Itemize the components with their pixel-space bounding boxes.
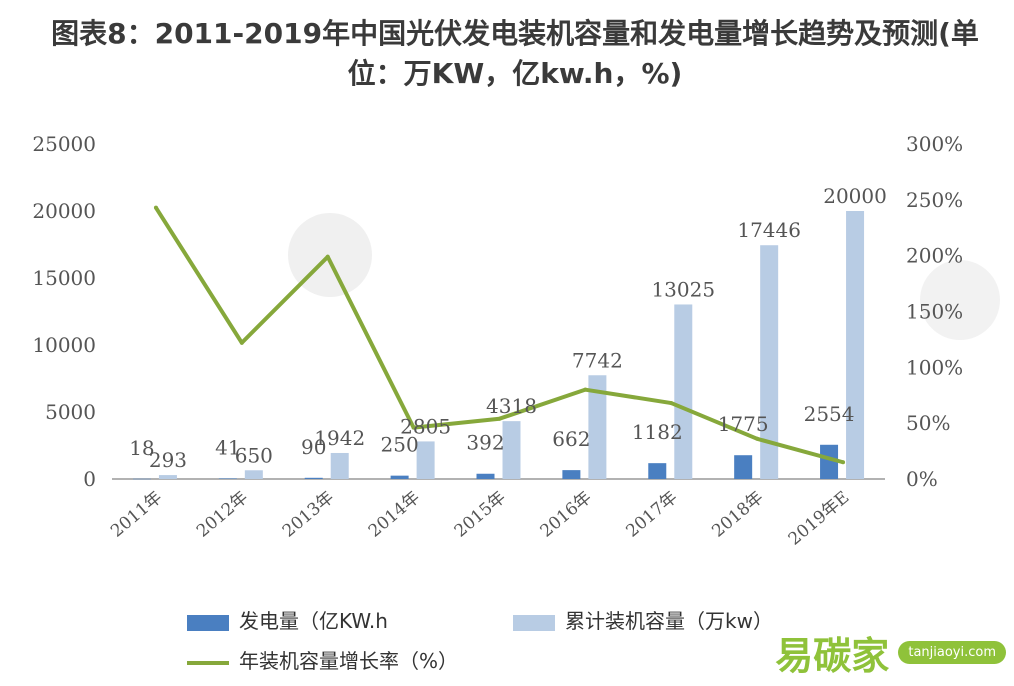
data-label-generation: 662 <box>552 427 590 451</box>
data-label-capacity: 4318 <box>486 394 537 418</box>
y-right-tick-label: 200% <box>906 244 963 268</box>
growth-point <box>841 460 846 465</box>
growth-point <box>411 425 416 430</box>
x-tick-label: 2014年 <box>365 488 424 542</box>
data-labels: 18 41 90 250 392 662 1182 1775 2554 293 650 1942 280… <box>129 184 887 472</box>
x-tick-label: 2013年 <box>279 488 338 542</box>
data-label-generation: 41 <box>215 435 240 459</box>
data-label-capacity: 650 <box>235 443 273 467</box>
legend-label-growth: 年装机容量增长率（%） <box>239 649 459 673</box>
y-right-tick-label: 100% <box>906 355 963 379</box>
growth-line <box>153 205 846 465</box>
bar-generation <box>734 455 753 479</box>
watermark-logo-mark <box>920 260 1000 340</box>
data-label-generation: 90 <box>301 435 326 459</box>
bar-generation <box>648 463 667 479</box>
data-label-generation: 2554 <box>804 402 855 426</box>
y-left-tick-label: 25000 <box>32 132 96 156</box>
growth-point <box>239 340 244 345</box>
x-tick-label: 2012年 <box>193 488 252 542</box>
data-label-capacity: 7742 <box>572 348 623 372</box>
bar-capacity <box>760 245 779 479</box>
growth-point <box>497 416 502 421</box>
y-right-tick-label: 300% <box>906 132 963 156</box>
x-tick-label: 2019年E <box>785 488 854 550</box>
data-label-generation: 1775 <box>718 412 769 436</box>
y-right-tick-label: 0% <box>906 467 938 491</box>
legend-item-generation: 发电量（亿KW.h <box>187 605 388 634</box>
legend-swatch-growth <box>187 660 229 665</box>
legend-item-capacity: 累计装机容量（万kw） <box>513 605 773 634</box>
bars <box>132 211 865 480</box>
bar-capacity <box>674 304 693 479</box>
bar-generation <box>132 478 151 480</box>
x-tick-label: 2016年 <box>537 488 596 542</box>
data-label-capacity: 20000 <box>823 184 887 208</box>
watermark-url: tanjiaoyi.com <box>898 641 1006 664</box>
growth-point <box>153 205 158 210</box>
watermark-logo <box>288 213 1000 340</box>
bar-generation <box>390 475 409 479</box>
data-label-generation: 392 <box>466 431 504 455</box>
data-label-capacity: 1942 <box>314 426 365 450</box>
x-tick-label: 2018年 <box>708 488 767 542</box>
data-label-generation: 250 <box>381 433 419 457</box>
y-left-tick-label: 5000 <box>45 400 96 424</box>
bar-generation <box>304 477 323 479</box>
bar-capacity <box>846 211 865 479</box>
y-left-tick-label: 20000 <box>32 199 96 223</box>
bar-capacity <box>330 452 349 479</box>
x-tick-label: 2015年 <box>451 488 510 542</box>
bar-capacity <box>244 470 263 479</box>
x-tick-label: 2017年 <box>622 488 681 542</box>
data-label-capacity: 17446 <box>737 218 801 242</box>
data-label-capacity: 13025 <box>651 277 715 301</box>
watermark-text: 易碳家 <box>775 634 890 678</box>
y-left-tick-label: 0 <box>83 467 96 491</box>
data-label-capacity: 2805 <box>400 414 451 438</box>
legend-item-growth: 年装机容量增长率（%） <box>187 645 458 674</box>
y-right-tick-label: 50% <box>906 411 950 435</box>
bar-generation <box>820 444 839 479</box>
y-right-tick-label: 250% <box>906 188 963 212</box>
x-tick-label: 2011年 <box>107 488 166 542</box>
chart-title: 图表8：2011-2019年中国光伏发电装机容量和发电量增长趋势及预测(单位：万… <box>51 17 979 90</box>
watermark: 易碳家 tanjiaoyi.com <box>775 625 1006 680</box>
data-label-generation: 18 <box>129 436 154 460</box>
y-left-tick-label: 15000 <box>32 266 96 290</box>
bar-generation <box>562 470 581 479</box>
bar-capacity <box>588 375 607 479</box>
bar-generation <box>476 473 495 479</box>
legend-label-capacity: 累计装机容量（万kw） <box>565 609 773 633</box>
bar-capacity <box>502 421 521 479</box>
growth-point <box>325 254 330 259</box>
bar-capacity <box>416 441 435 479</box>
legend-swatch-generation <box>187 614 229 631</box>
y-left-tick-label: 10000 <box>32 333 96 357</box>
legend-swatch-capacity <box>513 614 555 631</box>
growth-point <box>755 436 760 441</box>
data-label-generation: 1182 <box>632 420 683 444</box>
data-label-capacity: 293 <box>149 448 187 472</box>
y-right-tick-label: 150% <box>906 300 963 324</box>
bar-generation <box>218 478 237 479</box>
growth-point <box>669 401 674 406</box>
bar-capacity <box>158 475 177 479</box>
growth-point <box>583 387 588 392</box>
legend-label-generation: 发电量（亿KW.h <box>239 609 388 633</box>
